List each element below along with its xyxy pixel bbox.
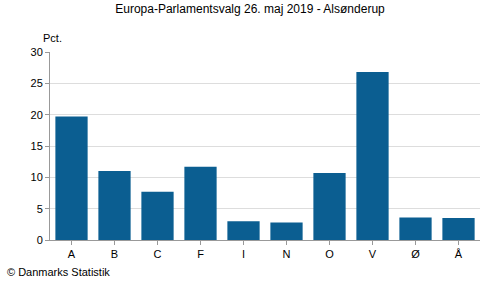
svg-text:B: B <box>111 248 118 260</box>
svg-text:O: O <box>325 248 334 260</box>
svg-text:N: N <box>283 248 291 260</box>
svg-text:I: I <box>242 248 245 260</box>
svg-text:Pct.: Pct. <box>43 32 62 44</box>
svg-text:Europa-Parlamentsvalg 26. maj: Europa-Parlamentsvalg 26. maj 2019 - Als… <box>115 2 385 16</box>
svg-text:Å: Å <box>455 248 463 260</box>
svg-text:10: 10 <box>31 171 43 183</box>
svg-text:20: 20 <box>31 109 43 121</box>
svg-text:A: A <box>68 248 76 260</box>
svg-text:30: 30 <box>31 46 43 58</box>
svg-text:25: 25 <box>31 77 43 89</box>
svg-text:Ø: Ø <box>411 248 420 260</box>
svg-text:0: 0 <box>37 234 43 246</box>
svg-text:C: C <box>154 248 162 260</box>
svg-text:© Danmarks Statistik: © Danmarks Statistik <box>7 266 110 278</box>
svg-text:15: 15 <box>31 140 43 152</box>
svg-text:F: F <box>197 248 204 260</box>
svg-text:V: V <box>369 248 377 260</box>
svg-text:5: 5 <box>37 203 43 215</box>
